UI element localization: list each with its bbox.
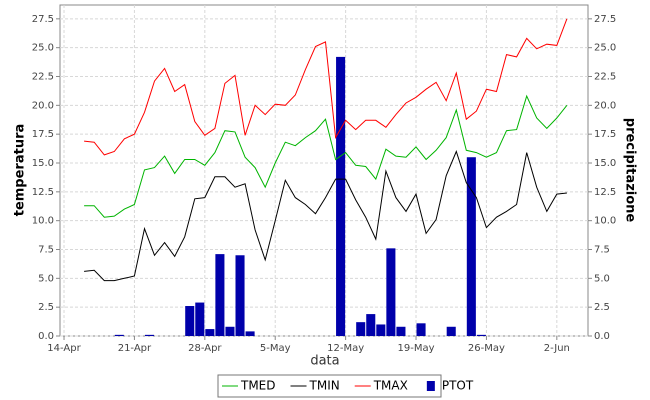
y2-axis-label: precipitazione: [623, 118, 638, 223]
bar: [144, 334, 155, 336]
x-tick-label: 5-May: [260, 343, 291, 354]
x-axis-label: data: [310, 354, 339, 369]
legend-label: TMAX: [373, 379, 408, 393]
x-tick-label: 19-May: [398, 343, 435, 354]
x-tick-label: 12-May: [327, 343, 364, 354]
y2-tick-label: 20.0: [594, 100, 616, 111]
line: [84, 94, 568, 218]
legend-box: [217, 374, 442, 398]
x-tick-label: 26-May: [468, 343, 505, 354]
y2-tick-label: 2.5: [594, 302, 610, 313]
legend-swatch: [426, 381, 435, 391]
y-tick-label: 0.0: [38, 331, 54, 342]
y-tick-label: 7.5: [38, 245, 54, 256]
bar: [245, 331, 255, 336]
bar: [195, 302, 205, 336]
y2-tick-label: 25.0: [594, 43, 616, 54]
bar: [336, 56, 346, 336]
y-tick-label: 27.5: [32, 14, 54, 25]
y2-tick-label: 27.5: [594, 14, 616, 25]
y2-tick-label: 7.5: [594, 245, 610, 256]
y-tick-label: 10.0: [32, 216, 54, 227]
bar: [416, 323, 426, 336]
bar: [466, 157, 476, 336]
bar: [476, 334, 486, 336]
legend-label: TMED: [240, 379, 276, 393]
y-tick-label: 22.5: [32, 72, 54, 83]
plot-area: [59, 4, 589, 337]
bar: [185, 306, 195, 336]
line: [84, 18, 568, 156]
y2-tick-label: 15.0: [594, 158, 616, 169]
y-tick-label: 25.0: [32, 43, 54, 54]
y-tick-label: 15.0: [32, 158, 54, 169]
y2-tick-label: 22.5: [594, 72, 616, 83]
bar: [215, 254, 225, 336]
bar: [396, 326, 406, 336]
x-tick-label: 28-Apr: [188, 343, 222, 354]
y2-tick-label: 5.0: [594, 273, 610, 284]
x-tick-label: 21-Apr: [118, 343, 152, 354]
bar: [114, 334, 124, 336]
y-tick-label: 20.0: [32, 100, 54, 111]
y-axis-label: temperatura: [13, 124, 28, 217]
y-tick-label: 17.5: [32, 129, 54, 140]
bar: [225, 326, 235, 336]
y2-tick-label: 17.5: [594, 129, 616, 140]
bar: [235, 255, 245, 336]
x-tick-label: 14-Apr: [47, 343, 81, 354]
bar: [205, 329, 215, 336]
legend-label: TMIN: [309, 379, 340, 393]
y-tick-label: 12.5: [32, 187, 54, 198]
bar: [366, 314, 376, 336]
bar: [376, 324, 386, 336]
y2-tick-label: 10.0: [594, 216, 616, 227]
bar: [386, 248, 396, 336]
bar: [356, 322, 366, 336]
legend-label: PTOT: [442, 379, 474, 393]
line: [84, 150, 567, 282]
x-tick-label: 2-Jun: [544, 343, 570, 354]
bar: [446, 326, 456, 336]
y2-tick-label: 0.0: [594, 331, 610, 342]
y-tick-label: 2.5: [38, 302, 54, 313]
y-tick-label: 5.0: [38, 273, 54, 284]
y2-tick-label: 12.5: [594, 187, 616, 198]
